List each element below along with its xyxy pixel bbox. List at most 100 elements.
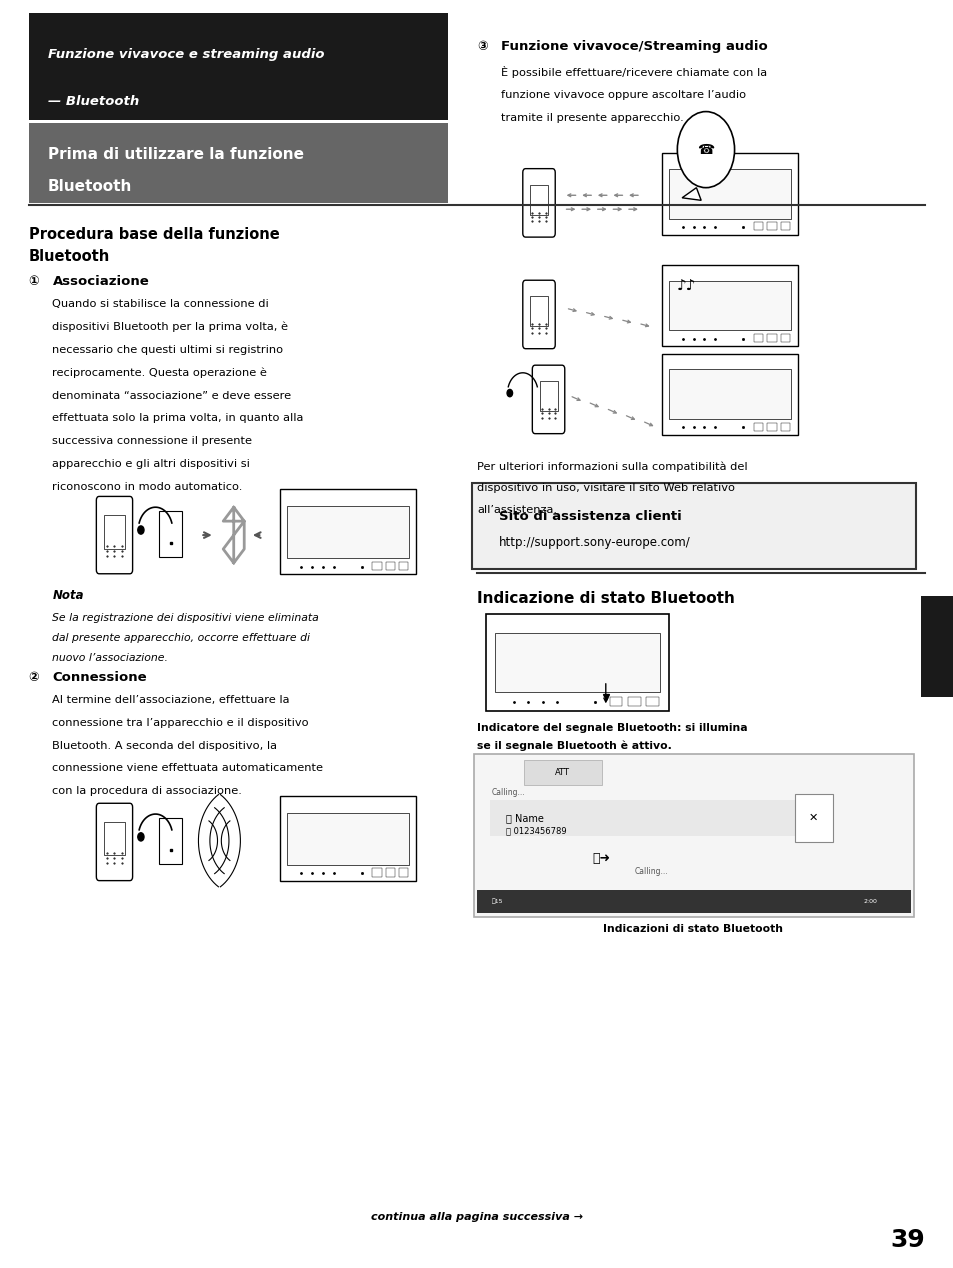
Text: ②: ② xyxy=(29,671,39,683)
Circle shape xyxy=(137,833,144,841)
Text: È possibile effettuare/ricevere chiamate con la: È possibile effettuare/ricevere chiamate… xyxy=(500,66,766,79)
FancyBboxPatch shape xyxy=(766,222,776,231)
Text: ✕: ✕ xyxy=(808,813,818,823)
FancyBboxPatch shape xyxy=(485,614,668,711)
Text: effettuata solo la prima volta, in quanto alla: effettuata solo la prima volta, in quant… xyxy=(52,413,303,424)
Text: Indicatore del segnale Bluetooth: si illumina: Indicatore del segnale Bluetooth: si ill… xyxy=(476,723,747,733)
Text: denominata “associazione” e deve essere: denominata “associazione” e deve essere xyxy=(52,391,292,401)
Polygon shape xyxy=(681,188,700,200)
FancyBboxPatch shape xyxy=(372,869,381,876)
Text: connessione tra l’apparecchio e il dispositivo: connessione tra l’apparecchio e il dispo… xyxy=(52,718,309,728)
FancyBboxPatch shape xyxy=(661,354,797,435)
FancyBboxPatch shape xyxy=(104,822,125,856)
Text: Per ulteriori informazioni sulla compatibilità del: Per ulteriori informazioni sulla compati… xyxy=(476,462,747,472)
FancyBboxPatch shape xyxy=(668,369,790,420)
Circle shape xyxy=(533,389,537,397)
Text: Indicazioni di stato Bluetooth: Indicazioni di stato Bluetooth xyxy=(602,924,781,935)
Text: Bluetooth. A seconda del dispositivo, la: Bluetooth. A seconda del dispositivo, la xyxy=(52,741,277,751)
FancyBboxPatch shape xyxy=(159,511,182,557)
Text: Bluetooth: Bluetooth xyxy=(29,249,110,264)
Text: Calling...: Calling... xyxy=(634,866,667,876)
Text: con la procedura di associazione.: con la procedura di associazione. xyxy=(52,786,242,796)
Text: Sito di assistenza clienti: Sito di assistenza clienti xyxy=(498,510,681,522)
Text: tramite il presente apparecchio.: tramite il presente apparecchio. xyxy=(500,113,683,123)
FancyBboxPatch shape xyxy=(398,562,408,569)
Text: 👤 Name: 👤 Name xyxy=(505,813,543,823)
FancyBboxPatch shape xyxy=(372,562,381,569)
Circle shape xyxy=(677,112,734,188)
Text: all’assistenza.: all’assistenza. xyxy=(476,505,557,515)
Text: Se la registrazione dei dispositivi viene eliminata: Se la registrazione dei dispositivi vien… xyxy=(52,612,319,623)
FancyBboxPatch shape xyxy=(96,804,132,881)
Text: necessario che questi ultimi si registrino: necessario che questi ultimi si registri… xyxy=(52,345,283,355)
Text: apparecchio e gli altri dispositivi si: apparecchio e gli altri dispositivi si xyxy=(52,459,250,469)
Text: Calling...: Calling... xyxy=(491,787,524,798)
FancyBboxPatch shape xyxy=(780,222,789,231)
Text: reciprocamente. Questa operazione è: reciprocamente. Questa operazione è xyxy=(52,368,267,378)
FancyBboxPatch shape xyxy=(530,297,547,326)
Text: Al termine dell’associazione, effettuare la: Al termine dell’associazione, effettuare… xyxy=(52,695,290,705)
Circle shape xyxy=(167,833,173,841)
FancyBboxPatch shape xyxy=(766,422,776,431)
FancyBboxPatch shape xyxy=(29,13,448,120)
Text: ①: ① xyxy=(29,275,39,288)
FancyBboxPatch shape xyxy=(753,422,762,431)
FancyBboxPatch shape xyxy=(104,515,125,549)
FancyBboxPatch shape xyxy=(920,596,953,697)
FancyBboxPatch shape xyxy=(522,280,555,349)
FancyBboxPatch shape xyxy=(287,813,409,865)
Text: Connessione: Connessione xyxy=(52,671,147,683)
FancyBboxPatch shape xyxy=(661,265,797,346)
FancyBboxPatch shape xyxy=(780,333,789,342)
Text: funzione vivavoce oppure ascoltare l’audio: funzione vivavoce oppure ascoltare l’aud… xyxy=(500,90,745,100)
Text: Nota: Nota xyxy=(52,590,84,602)
FancyBboxPatch shape xyxy=(522,169,555,237)
Text: successiva connessione il presente: successiva connessione il presente xyxy=(52,436,253,446)
FancyBboxPatch shape xyxy=(753,222,762,231)
FancyBboxPatch shape xyxy=(780,422,789,431)
FancyBboxPatch shape xyxy=(661,153,797,235)
FancyBboxPatch shape xyxy=(794,794,832,842)
FancyBboxPatch shape xyxy=(490,800,816,836)
Text: dispositivi Bluetooth per la prima volta, è: dispositivi Bluetooth per la prima volta… xyxy=(52,322,288,332)
Text: ♪♪: ♪♪ xyxy=(677,279,696,294)
FancyBboxPatch shape xyxy=(645,697,658,706)
FancyBboxPatch shape xyxy=(766,333,776,342)
FancyBboxPatch shape xyxy=(627,697,639,706)
Text: Funzione vivavoce/Streaming audio: Funzione vivavoce/Streaming audio xyxy=(500,41,767,53)
Text: Quando si stabilisce la connessione di: Quando si stabilisce la connessione di xyxy=(52,299,269,309)
Text: connessione viene effettuata automaticamente: connessione viene effettuata automaticam… xyxy=(52,763,323,773)
FancyBboxPatch shape xyxy=(29,123,448,203)
Text: ATT: ATT xyxy=(555,767,570,777)
Text: dal presente apparecchio, occorre effettuare di: dal presente apparecchio, occorre effett… xyxy=(52,633,310,643)
Text: dispositivo in uso, visitare il sito Web relativo: dispositivo in uso, visitare il sito Web… xyxy=(476,483,734,493)
Text: se il segnale Bluetooth è attivo.: se il segnale Bluetooth è attivo. xyxy=(476,741,671,751)
FancyBboxPatch shape xyxy=(96,496,132,573)
FancyBboxPatch shape xyxy=(668,280,790,331)
FancyBboxPatch shape xyxy=(523,760,601,785)
FancyBboxPatch shape xyxy=(474,754,913,917)
Text: 39: 39 xyxy=(890,1229,924,1252)
Text: continua alla pagina successiva →: continua alla pagina successiva → xyxy=(371,1212,582,1222)
Text: 📱➜: 📱➜ xyxy=(592,852,609,865)
Text: Prima di utilizzare la funzione: Prima di utilizzare la funzione xyxy=(48,147,303,162)
Text: — Bluetooth: — Bluetooth xyxy=(48,95,139,108)
Circle shape xyxy=(137,526,144,534)
Text: Procedura base della funzione: Procedura base della funzione xyxy=(29,227,279,242)
FancyBboxPatch shape xyxy=(494,633,659,692)
Text: ☎: ☎ xyxy=(697,142,714,157)
FancyBboxPatch shape xyxy=(532,365,564,434)
Text: http://support.sony-europe.com/: http://support.sony-europe.com/ xyxy=(498,536,690,549)
Text: Bluetooth: Bluetooth xyxy=(48,179,132,194)
FancyBboxPatch shape xyxy=(753,333,762,342)
FancyBboxPatch shape xyxy=(398,869,408,876)
FancyBboxPatch shape xyxy=(280,489,416,574)
FancyBboxPatch shape xyxy=(385,869,395,876)
FancyBboxPatch shape xyxy=(472,483,915,569)
FancyBboxPatch shape xyxy=(287,506,409,558)
Circle shape xyxy=(507,389,512,397)
Text: 📞 0123456789: 📞 0123456789 xyxy=(505,825,566,836)
FancyBboxPatch shape xyxy=(385,562,395,569)
FancyBboxPatch shape xyxy=(476,890,910,913)
Text: Associazione: Associazione xyxy=(52,275,149,288)
